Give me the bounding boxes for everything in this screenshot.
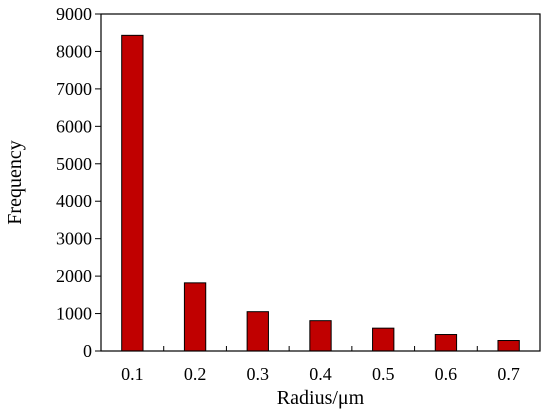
- y-tick-label: 0: [83, 341, 92, 361]
- bar-0.4: [309, 320, 332, 352]
- y-tick-label: 7000: [56, 79, 92, 99]
- x-tick-label: 0.1: [121, 364, 144, 384]
- bar-0.2: [183, 282, 207, 352]
- x-tick-label: 0.3: [247, 364, 270, 384]
- bar-0.6: [434, 334, 458, 352]
- x-axis-ticks: 0.1 0.2 0.3 0.4 0.5 0.6 0.7: [100, 346, 520, 384]
- x-tick-label: 0.6: [435, 364, 458, 384]
- y-axis-ticks: 0 1000 2000 3000 4000 5000 6000 7000 8000 9000: [56, 4, 101, 361]
- x-tick-label: 0.2: [184, 364, 207, 384]
- y-tick-label: 6000: [56, 116, 92, 136]
- y-tick-label: 5000: [56, 154, 92, 174]
- y-tick-label: 8000: [56, 41, 92, 61]
- y-tick-label: 2000: [56, 266, 92, 286]
- bar-0.5: [372, 327, 395, 352]
- x-tick-label: 0.4: [309, 364, 332, 384]
- y-axis-label: Frequency: [4, 140, 26, 224]
- plot-area-frame: [100, 13, 541, 352]
- y-tick-label: 1000: [56, 304, 92, 324]
- bar-0.1: [121, 34, 144, 352]
- y-tick-label: 4000: [56, 191, 92, 211]
- x-axis-label: Radius/μm: [277, 387, 365, 409]
- bar-0.3: [246, 311, 269, 352]
- x-tick-label: 0.5: [372, 364, 395, 384]
- y-tick-label: 9000: [56, 4, 92, 24]
- x-tick-label: 0.7: [497, 364, 520, 384]
- bar-0.7: [497, 340, 520, 352]
- y-tick-label: 3000: [56, 229, 92, 249]
- bars-layer: [121, 34, 520, 352]
